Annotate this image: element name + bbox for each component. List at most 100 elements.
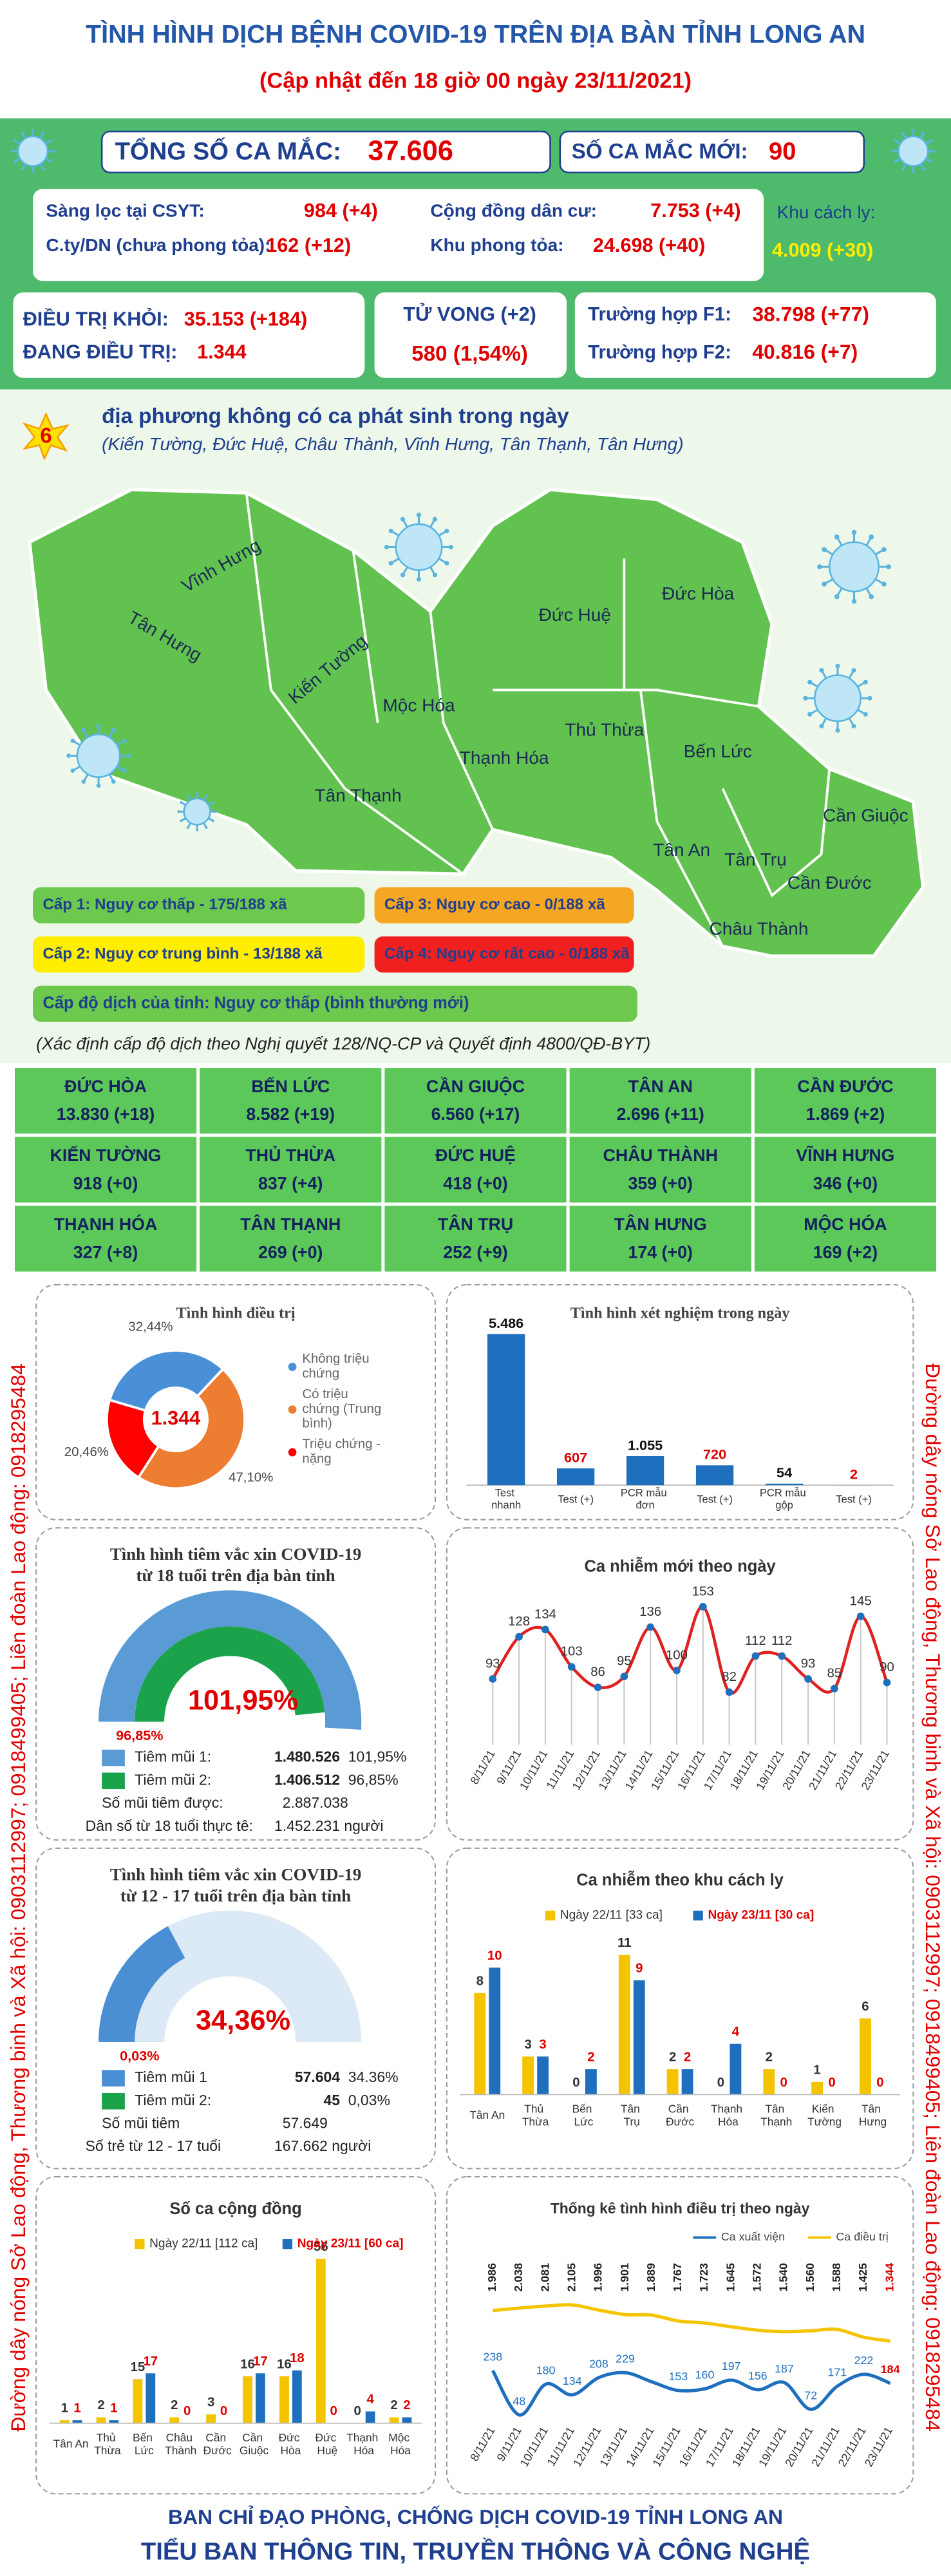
virus-tip — [448, 544, 454, 550]
level-box — [374, 936, 634, 973]
virus-tip — [929, 160, 933, 164]
bar — [633, 1980, 645, 2095]
virus-spike — [848, 670, 854, 679]
point — [673, 1667, 681, 1674]
virus-tip — [932, 149, 936, 153]
gauge-arc — [135, 1626, 325, 1722]
data-label: 1.055 — [628, 1437, 663, 1453]
chart-panel — [446, 1283, 914, 1520]
table-cell — [200, 1068, 382, 1134]
legend-label: Tiêm mũi 2: — [135, 2092, 211, 2108]
virus-tip — [180, 819, 183, 822]
virus-tip — [13, 160, 17, 164]
data-label: 100 — [666, 1648, 688, 1662]
chart-panel — [35, 2176, 437, 2495]
bar — [206, 2414, 216, 2423]
cell-name: MỘC HÓA — [804, 1214, 887, 1234]
cell-value: 1.869 (+2) — [806, 1104, 885, 1124]
virus-spike — [810, 681, 818, 688]
virus-tip — [31, 129, 35, 132]
cell-name: BẾN LỨC — [251, 1076, 330, 1096]
virus-spike — [874, 578, 883, 585]
x-tick-label: Tân An — [469, 2108, 505, 2121]
data-label: 1 — [73, 2401, 80, 2416]
legend-label: Ngày 23/11 [30 ca] — [708, 1909, 814, 1922]
virus-tip — [384, 544, 390, 550]
bar — [256, 2373, 265, 2423]
table-cell — [14, 1206, 197, 1272]
bar — [811, 2081, 824, 2095]
label: ĐANG ĐIỀU TRỊ: — [23, 341, 178, 363]
chart-panel — [446, 2176, 914, 2495]
bar — [681, 2069, 693, 2095]
virus-spike — [39, 133, 44, 139]
data-label: 1.767 — [671, 2263, 684, 2292]
virus-spike — [391, 558, 400, 564]
virus-spike — [865, 537, 872, 546]
virus-spike — [857, 681, 865, 688]
bar — [279, 2376, 289, 2423]
cell-value: 6.560 (+17) — [431, 1104, 520, 1124]
data-label: 1.723 — [697, 2263, 710, 2292]
bar — [859, 2018, 871, 2095]
data-label: 0 — [572, 2076, 579, 2090]
data-label: 145 — [850, 1594, 872, 1608]
data-label: 17 — [253, 2354, 268, 2369]
data-label: 2 — [390, 2398, 397, 2412]
virus-spike — [925, 140, 931, 145]
data-label: 1.986 — [485, 2263, 498, 2292]
point — [594, 1683, 602, 1691]
label: (Kiến Tường, Đức Huệ, Châu Thành, Vĩnh H… — [102, 434, 683, 454]
virus-spike — [836, 537, 843, 546]
data-label: 4 — [366, 2392, 374, 2407]
label: C.ty/DN (chưa phong tỏa): — [46, 235, 270, 255]
data-label: 184 — [881, 2363, 900, 2376]
data-label: 0,03% — [120, 2048, 159, 2064]
virus-tip — [70, 738, 75, 743]
cell-value: 359 (+0) — [628, 1173, 693, 1193]
data-label: 180 — [536, 2363, 556, 2376]
bar — [72, 2420, 82, 2423]
chart-title: từ 12 - 17 tuổi trên địa bàn tỉnh — [120, 1886, 351, 1906]
data-label: 101,95% — [188, 1685, 298, 1716]
point — [856, 1612, 865, 1620]
virus-tip — [817, 564, 822, 569]
border — [429, 611, 494, 831]
note-value: 2.887.038 — [283, 1794, 348, 1811]
data-label: 2 — [403, 2398, 410, 2412]
virus-tip — [922, 167, 925, 171]
virus-tip — [388, 560, 393, 566]
legend-label: Có triệu chứng (Trung bình) — [302, 1387, 385, 1431]
district-label: Thủ Thừa — [565, 720, 644, 740]
level-label: Cấp 1: Nguy cơ thấp - 175/188 xã — [42, 896, 287, 913]
virus-tip — [416, 576, 422, 582]
virus-spike — [874, 549, 883, 556]
border — [245, 493, 464, 875]
virus-tip — [400, 573, 406, 578]
virus-icon — [66, 723, 131, 788]
bar — [96, 2417, 106, 2423]
label: 40.816 (+7) — [752, 340, 858, 363]
legend-value: 34.36% — [348, 2069, 399, 2085]
label: 38.798 (+77) — [752, 302, 869, 325]
label: 162 (+12) — [266, 234, 351, 256]
virus-tip — [388, 528, 393, 534]
legend-marker — [288, 1405, 297, 1414]
data-label: 5.486 — [489, 1315, 523, 1331]
x-tick-label: Cần Giuộc — [240, 2430, 269, 2456]
bar — [133, 2379, 143, 2423]
sun-icon — [22, 412, 70, 460]
data-label: 11 — [617, 1936, 632, 1950]
x-tick-label: Kiến Tường — [807, 2102, 842, 2128]
subtitle: (Cập nhật đến 18 giờ 00 ngày 23/11/2021) — [259, 69, 692, 93]
label: SỐ CA MẮC MỚI: — [572, 138, 748, 164]
cell-value: 174 (+0) — [628, 1243, 693, 1262]
district-label: Tân Thạnh — [315, 786, 402, 806]
chart-title: Thống kê tình hình điều trị theo ngày — [551, 2200, 810, 2217]
x-tick-label: Thạnh Hóa — [346, 2430, 381, 2456]
line — [491, 2369, 891, 2417]
legend-label: Ca xuất viện — [721, 2230, 785, 2243]
legend-marker — [545, 1910, 556, 1921]
virus-spike — [902, 163, 907, 169]
virus-tip — [901, 131, 905, 135]
